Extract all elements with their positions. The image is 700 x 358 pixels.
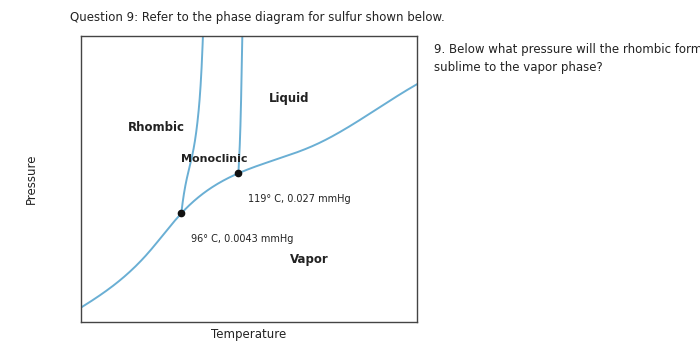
Text: 96° C, 0.0043 mmHg: 96° C, 0.0043 mmHg bbox=[191, 234, 294, 244]
Text: Question 9: Refer to the phase diagram for sulfur shown below.: Question 9: Refer to the phase diagram f… bbox=[70, 11, 444, 24]
Text: 9. Below what pressure will the rhombic form
sublime to the vapor phase?: 9. Below what pressure will the rhombic … bbox=[434, 43, 700, 74]
Text: Rhombic: Rhombic bbox=[127, 121, 185, 134]
X-axis label: Temperature: Temperature bbox=[211, 328, 286, 341]
Text: Liquid: Liquid bbox=[269, 92, 309, 105]
Text: 119° C, 0.027 mmHg: 119° C, 0.027 mmHg bbox=[248, 194, 351, 204]
Text: Monoclinic: Monoclinic bbox=[181, 154, 248, 164]
Text: Pressure: Pressure bbox=[25, 154, 38, 204]
Text: Vapor: Vapor bbox=[290, 253, 328, 266]
